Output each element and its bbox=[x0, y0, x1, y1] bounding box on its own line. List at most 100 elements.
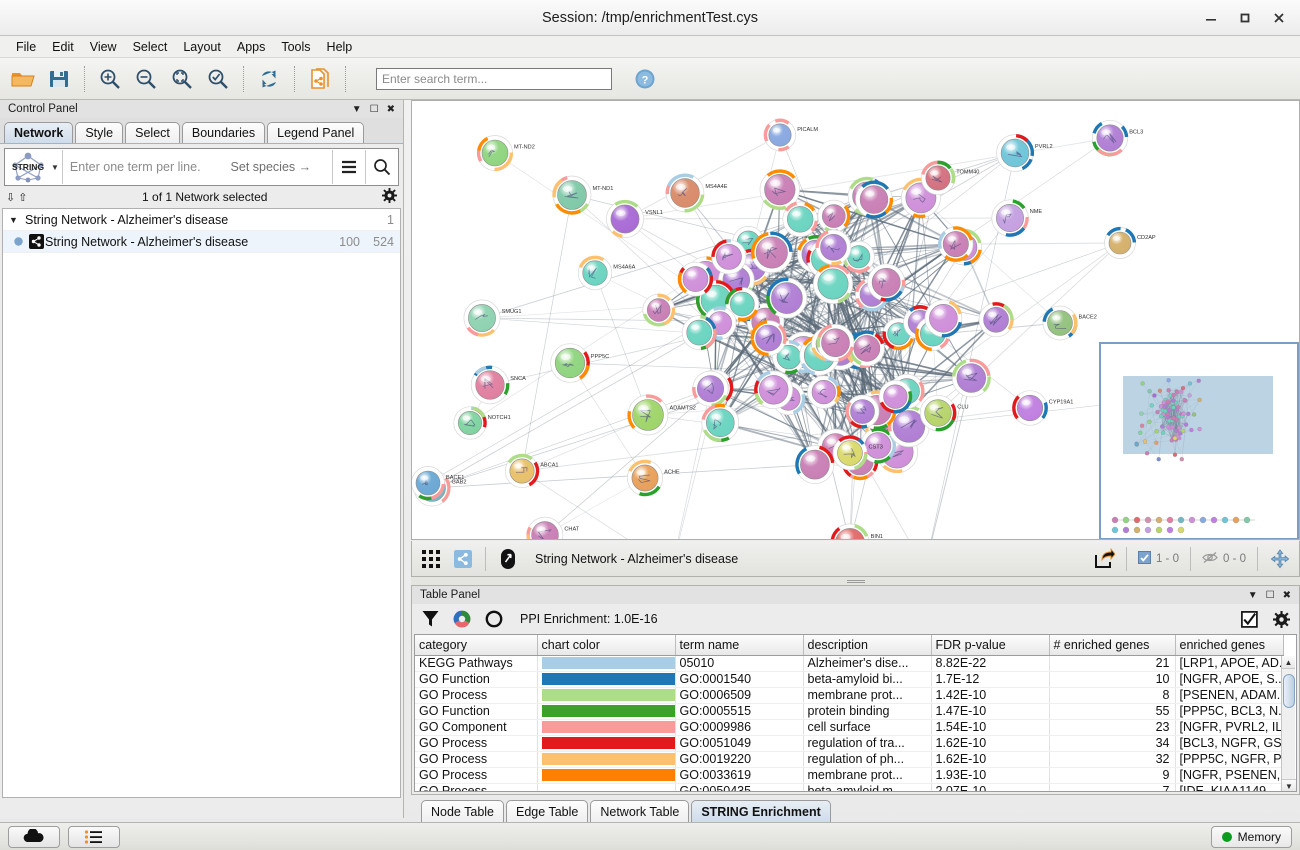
column-header-term-name[interactable]: term name bbox=[675, 635, 804, 656]
network-canvas[interactable]: MT-ND2 MT-ND1 VSNL1 GAB2 ABCA1 CHAT ACHE ADAMTS… bbox=[411, 100, 1300, 540]
share-network-icon[interactable] bbox=[448, 545, 478, 573]
panel-splitter[interactable] bbox=[411, 577, 1300, 585]
zoom-out-icon[interactable] bbox=[129, 62, 163, 96]
cell-category: GO Process bbox=[415, 735, 538, 752]
zoom-fit-icon[interactable] bbox=[165, 62, 199, 96]
column-header-genes[interactable]: enriched genes bbox=[1175, 635, 1284, 656]
menu-tools[interactable]: Tools bbox=[281, 39, 311, 54]
network-graph[interactable]: MT-ND2 MT-ND1 VSNL1 GAB2 ABCA1 CHAT ACHE ADAMTS… bbox=[412, 101, 1300, 540]
control-panel-dropdown-icon[interactable]: ▼ bbox=[351, 103, 362, 115]
hamburger-icon[interactable] bbox=[333, 149, 365, 185]
birds-eye-view[interactable] bbox=[1099, 342, 1299, 539]
memory-status-button[interactable]: Memory bbox=[1210, 825, 1292, 848]
tab-string-enrichment[interactable]: STRING Enrichment bbox=[691, 800, 831, 822]
tab-select[interactable]: Select bbox=[125, 122, 180, 143]
menu-layout[interactable]: Layout bbox=[183, 39, 221, 54]
status-bar: Memory bbox=[0, 822, 1300, 850]
svg-text:PICALM: PICALM bbox=[797, 127, 818, 133]
menu-file[interactable]: File bbox=[16, 39, 37, 54]
list-icon[interactable] bbox=[68, 825, 120, 848]
save-icon[interactable] bbox=[42, 62, 76, 96]
table-row[interactable]: GO Function GO:0001540 beta-amyloid bi... 1… bbox=[415, 671, 1284, 688]
donut-chart-icon[interactable] bbox=[450, 607, 474, 631]
string-logo-icon[interactable]: STRING bbox=[5, 149, 51, 185]
divider-2 bbox=[332, 150, 333, 184]
table-row[interactable]: GO Process GO:0033619 membrane prot... 1.93… bbox=[415, 767, 1284, 784]
tab-style[interactable]: Style bbox=[75, 122, 124, 143]
scroll-down-icon[interactable]: ▼ bbox=[1282, 779, 1296, 791]
enrichment-table[interactable]: category chart color term name descripti… bbox=[414, 634, 1297, 792]
collapse-expand-icons[interactable]: ⇩ ⇧ bbox=[6, 191, 27, 204]
annotation-icon[interactable] bbox=[493, 545, 523, 573]
menu-select[interactable]: Select bbox=[132, 39, 168, 54]
donut-outline-icon[interactable] bbox=[482, 607, 506, 631]
table-row[interactable]: KEGG Pathways 05010 Alzheimer's dise... 8.8… bbox=[415, 655, 1284, 672]
column-header-fdr[interactable]: FDR p-value bbox=[931, 635, 1050, 656]
cell-term-name: GO:0005515 bbox=[675, 703, 804, 720]
export-icon[interactable] bbox=[1089, 545, 1119, 573]
tab-edge-table[interactable]: Edge Table bbox=[506, 800, 589, 822]
network-tree-root-row[interactable]: ▼ String Network - Alzheimer's disease 1 bbox=[3, 209, 400, 231]
column-header-description[interactable]: description bbox=[803, 635, 932, 656]
menu-edit[interactable]: Edit bbox=[52, 39, 74, 54]
close-icon[interactable] bbox=[1264, 3, 1294, 33]
table-panel-dropdown-icon[interactable]: ▼ bbox=[1247, 589, 1258, 601]
column-header-category[interactable]: category bbox=[415, 635, 538, 656]
gear-icon[interactable] bbox=[382, 188, 397, 206]
table-panel-float-icon[interactable]: ☐ bbox=[1265, 589, 1275, 601]
tab-legend-panel[interactable]: Legend Panel bbox=[267, 122, 365, 143]
svg-text:STRING: STRING bbox=[12, 162, 45, 172]
cell-description: protein binding bbox=[803, 703, 932, 720]
zoom-selected-icon[interactable] bbox=[201, 62, 235, 96]
table-row[interactable]: GO Process GO:0006509 membrane prot... 1.42… bbox=[415, 687, 1284, 704]
string-dropdown-icon[interactable]: ▼ bbox=[51, 162, 59, 172]
menu-view[interactable]: View bbox=[89, 39, 117, 54]
tab-node-table[interactable]: Node Table bbox=[421, 800, 505, 822]
selected-nodes-counter[interactable]: 1 - 0 bbox=[1134, 550, 1183, 567]
share-document-icon[interactable] bbox=[303, 62, 337, 96]
cell-category: GO Function bbox=[415, 703, 538, 720]
hidden-nodes-counter[interactable]: 0 - 0 bbox=[1198, 551, 1250, 567]
table-panel-close-icon[interactable]: ✖ bbox=[1282, 589, 1291, 601]
scrollbar-thumb[interactable] bbox=[1283, 674, 1295, 708]
expand-triangle-icon[interactable]: ▼ bbox=[9, 214, 18, 225]
string-term-input[interactable]: Enter one term per line. Set species → bbox=[63, 160, 332, 174]
table-scrollbar[interactable]: ▲ ▼ bbox=[1281, 656, 1296, 791]
zoom-in-icon[interactable] bbox=[93, 62, 127, 96]
tab-network-table[interactable]: Network Table bbox=[590, 800, 690, 822]
color-swatch bbox=[541, 705, 674, 717]
scroll-up-icon[interactable]: ▲ bbox=[1282, 656, 1295, 669]
menu-apps[interactable]: Apps bbox=[236, 39, 266, 54]
minimize-icon[interactable] bbox=[1196, 3, 1226, 33]
table-row[interactable]: GO Process GO:0050435 beta-amyloid m... 2.0… bbox=[415, 783, 1284, 791]
tab-network[interactable]: Network bbox=[4, 122, 74, 143]
refresh-icon[interactable] bbox=[252, 62, 286, 96]
control-panel-close-icon[interactable]: ✖ bbox=[386, 103, 395, 115]
column-header-chart-color[interactable]: chart color bbox=[537, 635, 676, 656]
cloud-icon[interactable] bbox=[8, 825, 60, 848]
search-input[interactable]: Enter search term... bbox=[376, 67, 612, 90]
set-species-link[interactable]: Set species → bbox=[230, 160, 312, 174]
pan-tool-icon[interactable] bbox=[1265, 545, 1295, 573]
menu-help[interactable]: Help bbox=[326, 39, 353, 54]
network-tree-child-row[interactable]: String Network - Alzheimer's disease 100… bbox=[3, 231, 400, 253]
tab-boundaries[interactable]: Boundaries bbox=[181, 122, 266, 143]
open-folder-icon[interactable] bbox=[6, 62, 40, 96]
help-icon[interactable]: ? bbox=[628, 62, 662, 96]
column-header-count[interactable]: # enriched genes bbox=[1049, 635, 1176, 656]
table-row[interactable]: GO Process GO:0051049 regulation of tra...… bbox=[415, 735, 1284, 752]
enrichment-table-grid: category chart color term name descripti… bbox=[415, 635, 1284, 791]
maximize-icon[interactable] bbox=[1230, 3, 1260, 33]
grid-layout-icon[interactable] bbox=[416, 545, 446, 573]
cell-term-name: GO:0001540 bbox=[675, 671, 804, 688]
table-row[interactable]: GO Function GO:0005515 protein binding 1.47… bbox=[415, 703, 1284, 720]
gear-icon[interactable] bbox=[1269, 607, 1293, 631]
filter-funnel-icon[interactable] bbox=[418, 607, 442, 631]
table-row[interactable]: GO Component GO:0009986 cell surface 1.54E-… bbox=[415, 719, 1284, 736]
svg-text:MS4A4E: MS4A4E bbox=[705, 184, 727, 190]
table-row[interactable]: GO Process GO:0019220 regulation of ph... 1… bbox=[415, 751, 1284, 768]
control-panel-float-icon[interactable]: ☐ bbox=[369, 103, 379, 115]
search-icon[interactable] bbox=[366, 149, 398, 185]
chevron-down-icon: ⇩ bbox=[6, 191, 16, 204]
checkbox-checked-icon[interactable] bbox=[1237, 607, 1261, 631]
